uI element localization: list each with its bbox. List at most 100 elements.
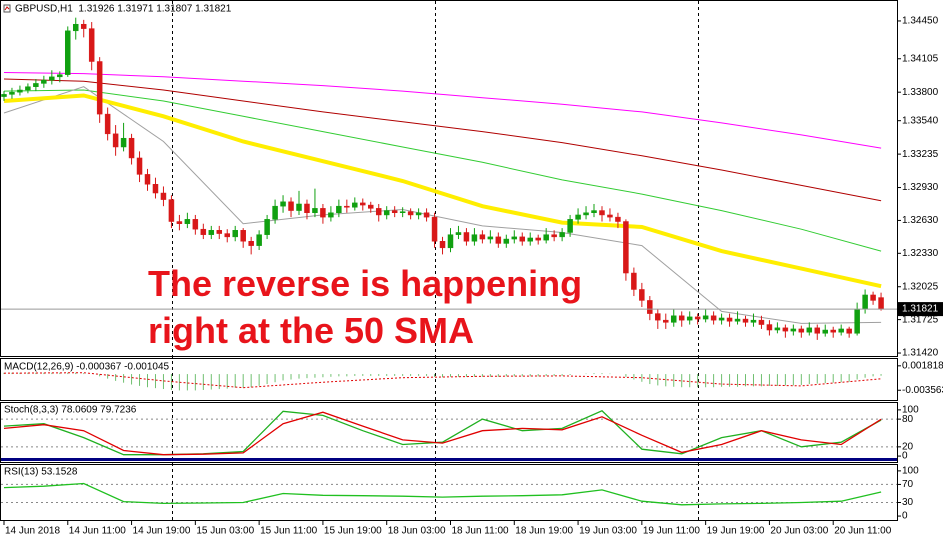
candle-body xyxy=(806,327,813,333)
y-tick-label: 1.33800 xyxy=(902,87,939,98)
y-tick-label: 1.33540 xyxy=(902,115,939,126)
candle-body xyxy=(527,237,533,242)
candle-body xyxy=(479,234,486,240)
candle-body xyxy=(734,318,741,322)
y-tick-label: 0 xyxy=(902,511,908,522)
y-tick-label: 1.32330 xyxy=(902,248,939,259)
macd-panel-frame xyxy=(0,358,898,401)
candle-body xyxy=(463,232,470,242)
candle-body xyxy=(623,221,629,274)
candle-body xyxy=(599,210,605,216)
candle-body xyxy=(360,202,366,206)
y-tick-label: 1.34105 xyxy=(902,53,939,64)
candle-body xyxy=(814,327,821,334)
candle-body xyxy=(1,94,7,97)
x-tick-label: 19 Jun 11:00 xyxy=(643,526,701,537)
candle-body xyxy=(184,219,191,224)
candle-body xyxy=(503,238,510,244)
chart-title: GBPUSD,H1 1.31926 1.31971 1.31807 1.3182… xyxy=(15,4,232,15)
x-tick-label: 19 Jun 19:00 xyxy=(707,526,765,537)
x-tick-label: 19 Jun 03:00 xyxy=(579,526,637,537)
candle-body xyxy=(415,212,422,216)
symbol-icon xyxy=(3,4,11,13)
candle-body xyxy=(567,219,573,233)
y-tick-label: 100 xyxy=(902,466,919,477)
candle-body xyxy=(439,240,446,249)
y-tick-label: 1.32930 xyxy=(902,182,939,193)
y-tick-label: 1.34450 xyxy=(902,16,939,27)
candle-body xyxy=(304,203,310,214)
last-price-box xyxy=(898,302,943,317)
candle-body xyxy=(352,202,358,208)
candle-body xyxy=(766,324,773,331)
candle-body xyxy=(870,294,876,301)
candle-body xyxy=(639,289,645,301)
candle-body xyxy=(455,232,462,235)
candle-body xyxy=(663,319,669,323)
candle-body xyxy=(798,328,805,333)
candle-body xyxy=(168,199,175,222)
annotation: The reverse is happening xyxy=(148,263,582,304)
candle-body xyxy=(33,83,39,87)
x-tick-label: 14 Jun 11:00 xyxy=(69,526,127,537)
candle-body xyxy=(120,137,127,148)
candle-body xyxy=(519,236,526,242)
candle-body xyxy=(256,234,262,246)
candle-body xyxy=(104,113,111,135)
y-tick-label: 1.31420 xyxy=(902,348,939,359)
y-tick-label: 0.001818 xyxy=(902,360,943,371)
annotation: right at the 50 SMA xyxy=(148,310,474,351)
candle-body xyxy=(112,133,119,148)
candle-body xyxy=(559,232,565,238)
candle-body xyxy=(543,234,549,241)
y-tick-label: -0.003563 xyxy=(902,385,943,396)
candle-body xyxy=(391,210,398,214)
candle-body xyxy=(368,204,374,209)
candle-body xyxy=(774,327,781,331)
candle-body xyxy=(407,211,414,216)
x-tick-label: 18 Jun 19:00 xyxy=(515,526,573,537)
x-tick-label: 18 Jun 11:00 xyxy=(451,526,509,537)
candle-body xyxy=(41,79,47,84)
candle-body xyxy=(383,210,390,216)
candle-body xyxy=(742,318,749,323)
candle-body xyxy=(511,236,518,240)
candle-body xyxy=(280,201,286,207)
candle-body xyxy=(264,219,270,235)
candle-body xyxy=(375,208,382,216)
candle-body xyxy=(72,23,79,32)
rsi-panel-frame xyxy=(0,464,898,521)
icon xyxy=(3,4,11,13)
rsi-title: RSI(13) 53.1528 xyxy=(4,467,78,478)
candle-body xyxy=(272,205,278,220)
indicator-line xyxy=(3,410,882,456)
x-tick-label: 20 Jun 03:00 xyxy=(770,526,828,537)
candle-body xyxy=(710,315,717,321)
candle-body xyxy=(208,230,215,235)
plot-layer: 1.34450 1.34105 1.33800 1.33540 1.33235 1.329… xyxy=(1,16,943,537)
candle-body xyxy=(718,317,725,321)
candle-body xyxy=(591,210,597,214)
candle-body xyxy=(423,212,430,218)
candle-body xyxy=(152,184,159,194)
x-tick-label: 15 Jun 19:00 xyxy=(324,526,382,537)
candle-body xyxy=(607,214,613,218)
candle-body xyxy=(232,230,238,238)
candle-body xyxy=(862,294,868,310)
y-tick-label: 1.31725 xyxy=(902,314,939,325)
candle-body xyxy=(575,214,581,220)
candle-body xyxy=(647,300,653,314)
candle-body xyxy=(846,328,852,334)
candle-body xyxy=(144,174,151,185)
period-separators xyxy=(172,1,699,520)
y-tick-label: 0 xyxy=(902,451,908,462)
indicator-line xyxy=(3,482,882,506)
x-tick-label: 14 Jun 19:00 xyxy=(133,526,191,537)
macd-title: MACD(12,26,9) -0.000367 -0.001045 xyxy=(4,362,170,373)
x-tick-label: 14 Jun 2018 xyxy=(5,526,60,537)
moving-average xyxy=(3,93,882,289)
candle-body xyxy=(782,327,789,332)
candle-body xyxy=(136,157,143,175)
